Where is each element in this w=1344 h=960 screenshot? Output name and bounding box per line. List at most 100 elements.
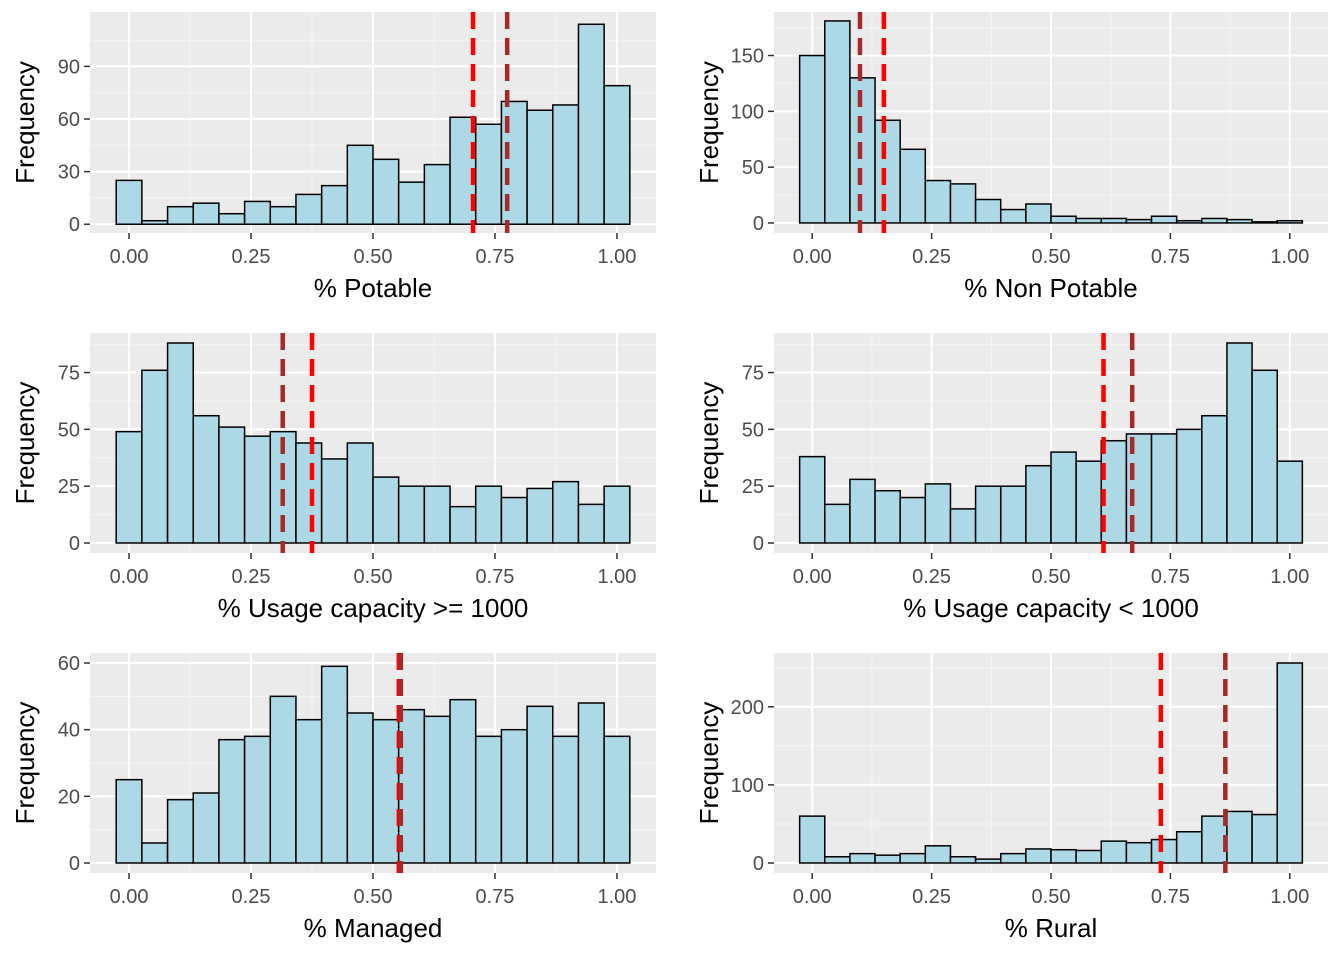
histogram-bar (372, 158, 400, 225)
histogram-bar (1226, 342, 1253, 544)
x-tick-label: 1.00 (1270, 246, 1309, 268)
histogram-bar (1276, 460, 1304, 544)
x-tick-label: 0.50 (1032, 886, 1071, 908)
histogram-bar (166, 798, 194, 864)
x-tick-label: 0.75 (1151, 246, 1190, 268)
histogram-bar (218, 426, 246, 544)
x-axis-title: % Usage capacity >= 1000 (218, 593, 529, 623)
x-tick-label: 0.50 (1032, 566, 1071, 588)
histogram-bar (320, 184, 349, 225)
histogram-bar (295, 718, 323, 864)
histogram-bar (874, 854, 901, 864)
y-tick-label: 30 (58, 162, 80, 184)
histogram-panel: 0.00 0.25 0.50 0.75 1.00 0 25 50 75 % Usage capac… (694, 333, 1328, 623)
histogram-bar (1226, 218, 1253, 224)
x-tick-label: 0.50 (1032, 246, 1071, 268)
histogram-bar (798, 815, 826, 864)
y-axis-title: Frequency (694, 382, 724, 505)
histogram-bar (849, 77, 876, 224)
histogram-bar (1000, 208, 1027, 224)
histogram-bar (372, 718, 400, 864)
histogram-bar (1125, 218, 1153, 224)
histogram-panel: 0.00 0.25 0.50 0.75 1.00 0 20 40 60 % Managed Freq… (10, 653, 656, 943)
y-tick-label: 100 (731, 101, 764, 123)
x-tick-label: 0.25 (232, 246, 271, 268)
x-tick-label: 1.00 (1270, 886, 1309, 908)
histogram-bar (603, 485, 631, 544)
histogram-bar (500, 496, 528, 544)
histogram-bar (166, 342, 194, 544)
histogram-bar (949, 183, 977, 224)
y-tick-label: 50 (742, 157, 764, 179)
histogram-bar (1201, 414, 1228, 544)
histogram-bar (1175, 831, 1203, 864)
x-tick-label: 0.75 (1151, 566, 1190, 588)
histogram-panel: 0.00 0.25 0.50 0.75 1.00 0 30 60 90 % Potable Freq… (10, 12, 656, 303)
x-tick-label: 0.00 (793, 886, 832, 908)
histogram-bar (192, 414, 220, 544)
histogram-bar (924, 845, 952, 864)
histogram-bar (346, 712, 374, 864)
histogram-bar (397, 485, 426, 544)
x-tick-label: 0.00 (110, 566, 149, 588)
x-tick-label: 0.75 (476, 566, 515, 588)
y-tick-label: 60 (58, 653, 80, 675)
histogram-bar (924, 483, 952, 544)
histogram-bar (192, 792, 220, 864)
histogram-bar (449, 505, 477, 544)
histogram-bar (141, 842, 169, 864)
histogram-bar (423, 485, 451, 544)
y-tick-label: 0 (69, 214, 80, 236)
y-tick-label: 0 (753, 853, 764, 875)
y-tick-label: 50 (58, 419, 80, 441)
histogram-bar (824, 20, 851, 224)
y-tick-label: 50 (742, 419, 764, 441)
y-tick-label: 200 (731, 697, 764, 719)
histogram-bar (974, 485, 1002, 544)
histogram-bar (603, 84, 631, 225)
histogram-bar (320, 665, 349, 864)
histogram-bar (1150, 838, 1178, 864)
histogram-bar (474, 735, 503, 864)
histogram-bar (1100, 217, 1128, 224)
x-axis-title: % Non Potable (964, 273, 1137, 303)
y-tick-label: 60 (58, 109, 80, 131)
x-tick-label: 0.75 (476, 246, 515, 268)
histogram-bar (899, 148, 927, 224)
histogram-bar (423, 715, 451, 864)
x-tick-label: 0.25 (232, 886, 271, 908)
histogram-bar (449, 698, 477, 864)
x-tick-label: 0.25 (912, 246, 951, 268)
histogram-bar (218, 212, 246, 225)
x-tick-label: 1.00 (1270, 566, 1309, 588)
histogram-bar (1150, 433, 1178, 544)
histogram-bar (949, 856, 977, 864)
histogram-bar (798, 455, 826, 544)
histogram-bar (798, 54, 826, 224)
y-tick-label: 25 (58, 476, 80, 498)
histogram-bar (949, 508, 977, 544)
histogram-bar (899, 852, 927, 864)
histogram-bar (526, 109, 554, 225)
y-tick-label: 20 (58, 786, 80, 808)
histogram-bar (1025, 203, 1052, 224)
histogram-bar (1025, 848, 1052, 864)
histogram-bar (577, 503, 605, 544)
histogram-bar (824, 856, 851, 864)
histogram-bar (577, 23, 605, 225)
y-tick-label: 100 (731, 775, 764, 797)
histogram-bar (346, 144, 374, 225)
histogram-bar (1251, 813, 1278, 864)
y-axis-title: Frequency (694, 702, 724, 825)
x-tick-label: 0.00 (110, 246, 149, 268)
histogram-bar (218, 738, 246, 864)
histogram-panel: 0.00 0.25 0.50 0.75 1.00 0 25 50 75 % Usage capac… (10, 333, 656, 623)
histogram-bar (474, 485, 503, 544)
histogram-bar (372, 476, 400, 544)
x-tick-label: 0.50 (354, 886, 393, 908)
x-tick-label: 0.50 (354, 246, 393, 268)
histogram-bar (320, 458, 349, 544)
histogram-bar (824, 503, 851, 544)
y-tick-label: 90 (58, 56, 80, 78)
histogram-panel: 0.00 0.25 0.50 0.75 1.00 0 100 200 % Rural Freque… (694, 653, 1328, 943)
